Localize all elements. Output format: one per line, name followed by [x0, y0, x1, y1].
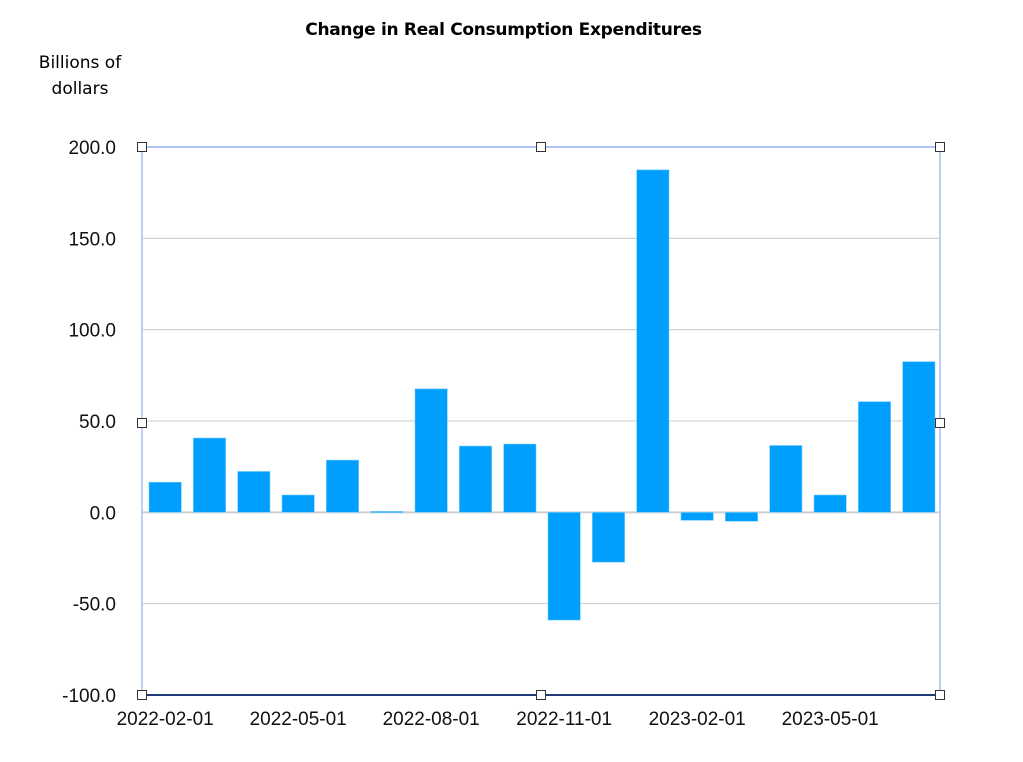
bar-2023-03-01	[725, 512, 758, 522]
resize-handle[interactable]	[536, 690, 546, 700]
y-tick-label: -100.0	[62, 686, 116, 707]
bar-2023-07-01	[902, 361, 936, 513]
y-tick-label: 150.0	[68, 229, 116, 250]
y-tick-label: 100.0	[68, 321, 116, 342]
bar-2023-02-01	[680, 512, 714, 521]
x-tick-label: 2022-02-01	[117, 709, 214, 730]
y-tick-label: -50.0	[73, 595, 116, 616]
resize-handle[interactable]	[137, 142, 147, 152]
y-tick-label: 50.0	[79, 412, 116, 433]
bar-2022-05-01	[281, 494, 315, 513]
bar-2023-06-01	[858, 401, 891, 513]
gridlines	[142, 237, 940, 605]
resize-handle[interactable]	[935, 690, 945, 700]
resize-handle[interactable]	[536, 142, 546, 152]
x-tick-label: 2022-05-01	[250, 709, 347, 730]
y-tick-label: 0.0	[90, 503, 116, 524]
bar-2022-10-01	[503, 443, 537, 513]
x-tick-labels: 2022-02-01 2022-05-01 2022-08-01 2022-11-01…	[117, 709, 879, 730]
resize-handle[interactable]	[137, 418, 147, 428]
y-axis-label: Billions of dollars	[20, 50, 140, 102]
y-tick-label: 200.0	[68, 138, 116, 159]
y-axis-label-line-1: Billions of	[38, 53, 122, 73]
chart-title: Change in Real Consumption Expenditures	[305, 20, 702, 40]
x-tick-label: 2023-02-01	[649, 709, 746, 730]
bar-2022-04-01	[237, 471, 271, 513]
x-tick-label: 2022-11-01	[516, 709, 612, 730]
resize-handle[interactable]	[935, 142, 945, 152]
y-tick-labels: 200.0 150.0 100.0 50.0 0.0 -50.0 -100.0	[62, 138, 116, 707]
bar-2022-07-01	[370, 511, 404, 513]
selection-handles	[137, 142, 945, 700]
resize-handle[interactable]	[935, 418, 945, 428]
bar-2022-03-01	[193, 437, 226, 513]
bar-2023-04-01	[769, 445, 803, 513]
x-tick-label: 2023-05-01	[782, 709, 879, 730]
bar-2022-09-01	[459, 445, 492, 513]
bar-2022-06-01	[326, 459, 359, 513]
bar-2022-02-01	[148, 481, 182, 513]
y-axis-label-line-2: dollars	[51, 79, 109, 99]
bar-2022-11-01	[547, 512, 581, 621]
bars	[148, 169, 936, 621]
bar-2023-05-01	[813, 494, 847, 513]
bar-2022-12-01	[592, 512, 625, 563]
resize-handle[interactable]	[137, 690, 147, 700]
bar-2022-08-01	[414, 388, 448, 513]
bar-2023-01-01	[636, 169, 670, 513]
x-tick-label: 2022-08-01	[383, 709, 480, 730]
